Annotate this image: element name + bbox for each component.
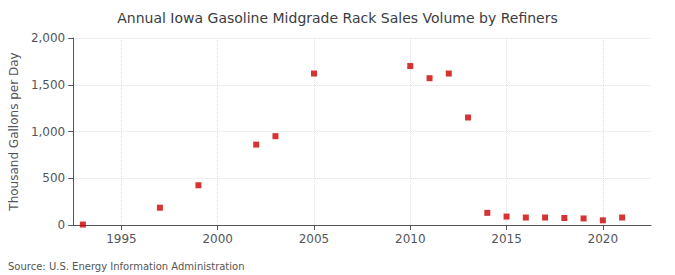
svg-text:2000: 2000 xyxy=(202,232,233,246)
svg-text:1,500: 1,500 xyxy=(31,78,65,92)
svg-text:1995: 1995 xyxy=(106,232,137,246)
svg-text:2020: 2020 xyxy=(588,232,619,246)
svg-text:Thousand Gallons per Day: Thousand Gallons per Day xyxy=(7,52,21,211)
svg-text:0: 0 xyxy=(58,218,66,232)
svg-text:2,000: 2,000 xyxy=(31,31,65,45)
svg-text:500: 500 xyxy=(42,171,65,185)
svg-text:1,000: 1,000 xyxy=(31,125,65,139)
svg-text:2005: 2005 xyxy=(299,232,330,246)
svg-text:Annual Iowa Gasoline Midgrade: Annual Iowa Gasoline Midgrade Rack Sales… xyxy=(117,10,558,26)
svg-text:Source: U.S. Energy Informatio: Source: U.S. Energy Information Administ… xyxy=(8,261,245,272)
svg-text:2015: 2015 xyxy=(491,232,522,246)
svg-text:2010: 2010 xyxy=(395,232,426,246)
